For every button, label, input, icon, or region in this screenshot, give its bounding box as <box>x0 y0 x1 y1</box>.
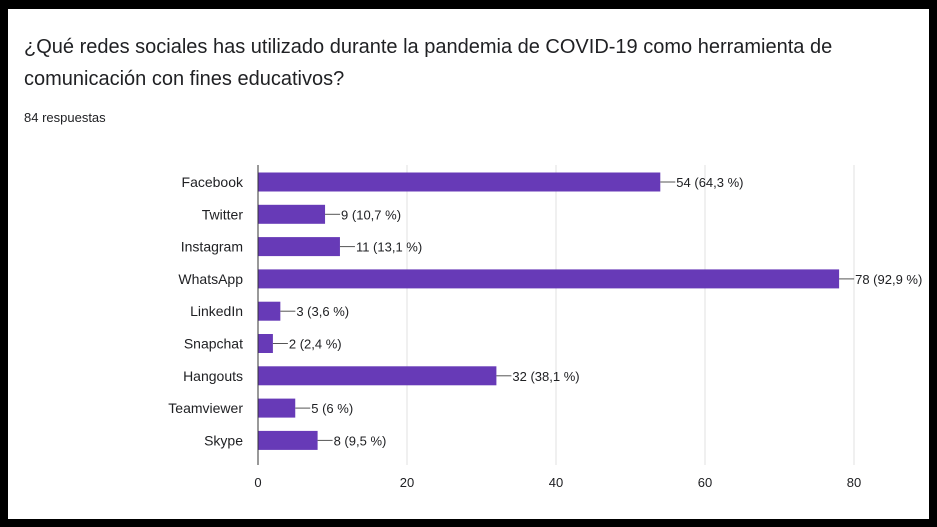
x-tick-label: 60 <box>698 475 712 490</box>
category-label: Instagram <box>181 239 243 255</box>
bar <box>258 172 661 192</box>
bar <box>258 334 273 353</box>
data-label: 11 (13,1 %) <box>356 240 422 255</box>
data-label: 32 (38,1 %) <box>512 369 579 384</box>
bar <box>258 237 340 257</box>
chart-card: ¿Qué redes sociales has utilizado durant… <box>8 9 929 519</box>
data-label: 3 (3,6 %) <box>296 304 349 319</box>
bar <box>258 366 497 386</box>
data-label: 9 (10,7 %) <box>341 207 401 222</box>
category-label: LinkedIn <box>190 303 243 319</box>
question-title: ¿Qué redes sociales has utilizado durant… <box>24 36 833 90</box>
data-label: 78 (92,9 %) <box>855 272 922 287</box>
category-label: Twitter <box>202 206 244 222</box>
x-tick-label: 0 <box>254 475 261 490</box>
category-label: WhatsApp <box>178 271 243 287</box>
category-label: Hangouts <box>183 368 243 384</box>
x-tick-label: 80 <box>847 475 861 490</box>
data-label: 54 (64,3 %) <box>676 175 743 190</box>
x-tick-label: 40 <box>549 475 563 490</box>
bar <box>258 301 281 321</box>
data-label: 8 (9,5 %) <box>334 433 387 448</box>
category-label: Teamviewer <box>168 400 243 416</box>
bar <box>258 204 326 224</box>
x-tick-label: 20 <box>400 475 414 490</box>
bar <box>258 398 296 418</box>
bar <box>258 430 318 450</box>
category-label: Snapchat <box>184 336 243 352</box>
response-count: 84 respuestas <box>24 110 106 125</box>
category-label: Facebook <box>182 174 244 190</box>
category-label: Skype <box>204 432 243 448</box>
bar-chart: 0 20 40 60 80 Facebook 54 (64,3 %) Twitter 9 (10… <box>168 165 922 490</box>
bar <box>258 269 840 289</box>
data-label: 5 (6 %) <box>311 401 353 416</box>
data-label: 2 (2,4 %) <box>289 337 342 352</box>
